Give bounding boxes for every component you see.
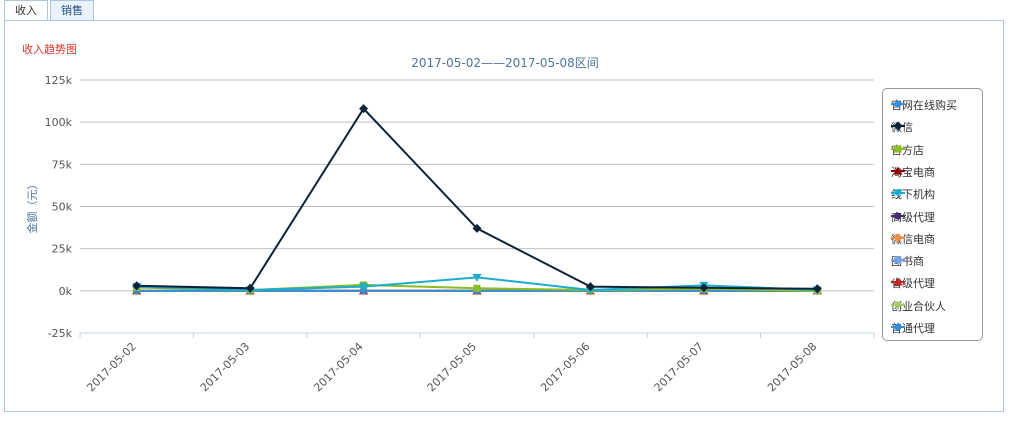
legend-item[interactable]: 微信: [891, 119, 913, 135]
legend-label: 高级代理: [891, 210, 935, 224]
chart-title: 收入趋势图: [22, 42, 77, 56]
legend-symbol: [891, 256, 905, 264]
data-point: [245, 283, 255, 293]
series-line: [136, 107, 818, 290]
y-tick-label: 100k: [45, 116, 73, 129]
chart-legend: 官网在线购买 微信官方店淘宝电商线下机构高级代理微信电商图书商省级代理创业合伙人普…: [882, 88, 983, 341]
legend-label: 普通代理: [891, 322, 935, 335]
legend-marker: [893, 166, 903, 175]
legend-marker: [893, 301, 903, 310]
legend-marker: [894, 323, 902, 331]
legend-marker: [894, 256, 902, 264]
legend-label: 创业合伙人: [891, 299, 946, 313]
legend-item[interactable]: 官方店: [891, 142, 924, 158]
data-point: [359, 283, 369, 292]
legend-item[interactable]: 普通代理: [891, 320, 935, 336]
legend-symbol: [891, 277, 905, 286]
legend-item[interactable]: 线下机构: [891, 186, 935, 202]
legend-item[interactable]: 官网在线购买: [891, 97, 957, 113]
legend-symbol: [891, 212, 905, 219]
chart-panel: [4, 20, 1004, 412]
legend-label: 微信电商: [891, 232, 935, 246]
legend-label: 淘宝电商: [891, 165, 935, 179]
x-tick-label: 2017-05-08: [765, 340, 819, 394]
x-tick-label: 2017-05-05: [425, 340, 479, 394]
data-point: [699, 283, 709, 293]
legend-marker: [893, 121, 903, 131]
x-tick-label: 2017-05-06: [538, 340, 592, 394]
legend-symbol: [891, 145, 905, 153]
data-point: [359, 104, 369, 114]
tab-bar: 收入 销售: [4, 0, 96, 21]
y-tick-label: 75k: [52, 158, 73, 171]
legend-marker: [894, 100, 902, 108]
legend-marker: [894, 212, 902, 219]
legend-item[interactable]: 创业合伙人: [891, 298, 946, 314]
legend-marker: [894, 145, 902, 153]
x-tick-label: 2017-05-02: [84, 340, 138, 394]
legend-marker: [893, 277, 903, 286]
legend-marker: [893, 233, 903, 243]
legend-symbol: [891, 166, 905, 175]
data-point: [473, 284, 481, 292]
data-point: [812, 284, 822, 294]
y-tick-label: 125k: [45, 74, 73, 87]
legend-label: 线下机构: [891, 188, 935, 202]
tab-income[interactable]: 收入: [4, 0, 48, 21]
legend-symbol: [891, 121, 905, 131]
legend-label: 官网在线购买: [891, 99, 957, 112]
series-layer: [132, 104, 822, 296]
legend-item[interactable]: 省级代理: [891, 275, 935, 291]
data-point: [472, 273, 482, 282]
legend-item[interactable]: 微信电商: [891, 231, 935, 247]
data-point: [472, 223, 482, 233]
legend-symbol: [891, 100, 905, 108]
legend-item[interactable]: 淘宝电商: [891, 164, 935, 180]
legend-symbol: [891, 233, 905, 243]
tab-sales[interactable]: 销售: [50, 0, 94, 20]
legend-symbol: [891, 323, 905, 331]
y-axis-title: 金额（元）: [25, 179, 39, 234]
series-2: [132, 104, 822, 294]
legend-marker: [893, 189, 903, 198]
y-tick-label: 50k: [52, 201, 73, 214]
legend-symbol: [891, 189, 905, 198]
data-point: [585, 282, 595, 292]
legend-label: 省级代理: [891, 277, 935, 291]
x-tick-label: 2017-05-07: [652, 340, 706, 394]
y-tick-label: -25k: [48, 327, 73, 340]
y-tick-label: 0k: [59, 285, 73, 298]
legend-item[interactable]: 图书商: [891, 253, 924, 269]
data-point: [132, 281, 142, 291]
legend-symbol: [891, 301, 905, 310]
y-tick-label: 25k: [52, 243, 73, 256]
legend-item[interactable]: 高级代理: [891, 209, 935, 225]
x-tick-label: 2017-05-04: [311, 340, 365, 394]
chart-subtitle: 2017-05-02——2017-05-08区间: [411, 56, 598, 70]
x-tick-label: 2017-05-03: [198, 340, 252, 394]
